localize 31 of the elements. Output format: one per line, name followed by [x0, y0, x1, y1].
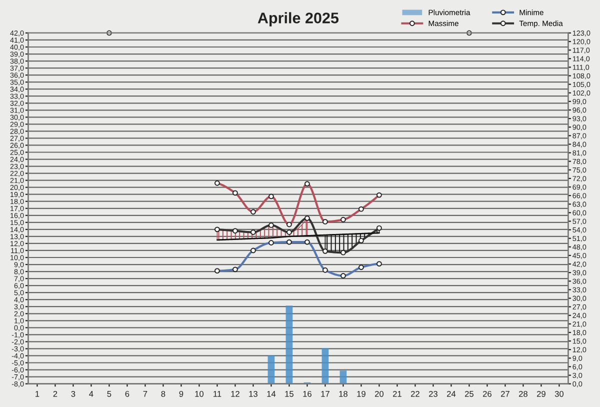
x-tick-label: 24 — [446, 390, 456, 397]
x-tick-label: 29 — [536, 390, 546, 397]
x-tick-label: 19 — [357, 390, 366, 397]
x-tick-label: 27 — [500, 390, 510, 397]
chart-title: Aprile 2025 — [258, 12, 339, 26]
x-tick-label: 16 — [303, 390, 312, 397]
x-tick-label: 21 — [392, 390, 402, 397]
x-tick-label: 5 — [107, 391, 112, 397]
x-tick-label: 8 — [161, 390, 166, 397]
x-tick-label: 15 — [285, 391, 294, 397]
x-tick-label: 12 — [231, 390, 240, 397]
x-tick-label: 13 — [249, 390, 258, 397]
x-tick-label: 10 — [195, 390, 204, 397]
x-tick-label: 7 — [143, 391, 148, 397]
x-tick-label: 28 — [518, 390, 528, 397]
x-tick-label: 14 — [267, 391, 276, 397]
x-tick-label: 4 — [89, 391, 94, 397]
x-tick-label: 20 — [374, 390, 384, 397]
x-tick-label: 3 — [71, 390, 76, 397]
x-tick-label: 22 — [410, 390, 420, 397]
x-tick-label: 23 — [428, 390, 438, 397]
x-tick-label: 18 — [339, 390, 348, 397]
x-tick-label: 26 — [482, 390, 492, 397]
x-tick-label: 11 — [214, 391, 222, 397]
x-tick-label: 30 — [554, 390, 564, 397]
x-tick-label: 2 — [53, 390, 58, 397]
x-tick-label: 25 — [464, 390, 474, 397]
x-tick-label: 9 — [179, 390, 184, 397]
x-tick-label: 1 — [36, 391, 40, 397]
x-tick-label: 6 — [125, 390, 130, 397]
x-tick-label: 17 — [321, 391, 330, 397]
